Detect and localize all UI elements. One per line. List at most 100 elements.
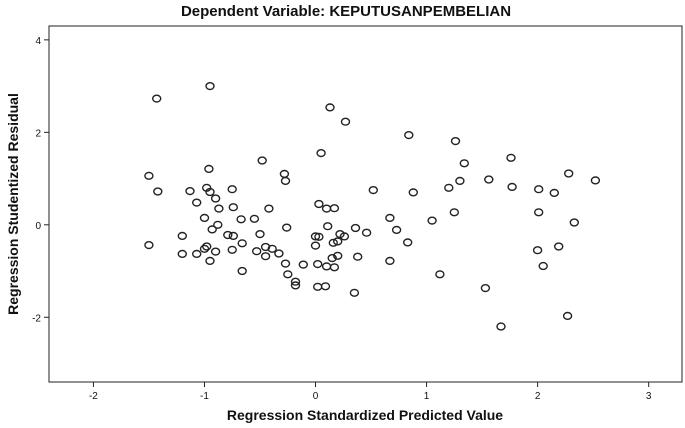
x-axis-label: Regression Standardized Predicted Value bbox=[227, 407, 503, 423]
data-point bbox=[274, 249, 284, 258]
data-point bbox=[283, 270, 293, 279]
data-point bbox=[237, 266, 247, 276]
x-tick-label: 3 bbox=[646, 391, 652, 402]
data-point bbox=[590, 176, 601, 185]
y-tick-label: 0 bbox=[35, 221, 41, 232]
data-point bbox=[213, 220, 223, 229]
data-point bbox=[144, 241, 154, 250]
data-point bbox=[532, 246, 543, 255]
data-point bbox=[385, 213, 395, 223]
data-point bbox=[205, 187, 215, 197]
data-point bbox=[569, 218, 579, 227]
data-point bbox=[480, 284, 491, 293]
data-point bbox=[185, 187, 195, 196]
data-point bbox=[199, 213, 210, 223]
data-point bbox=[177, 249, 188, 259]
data-point bbox=[205, 256, 215, 266]
data-point bbox=[210, 194, 221, 203]
plot-area bbox=[48, 25, 683, 383]
data-point bbox=[223, 230, 233, 240]
data-point bbox=[267, 244, 277, 253]
data-point bbox=[310, 232, 321, 241]
data-point bbox=[191, 198, 202, 207]
data-point bbox=[201, 242, 212, 251]
x-tick-label: 0 bbox=[313, 391, 319, 402]
data-point bbox=[427, 216, 437, 225]
data-point bbox=[562, 311, 573, 321]
data-point bbox=[298, 260, 308, 269]
data-point bbox=[144, 171, 154, 180]
data-point bbox=[449, 208, 459, 217]
data-point bbox=[549, 188, 559, 198]
data-point bbox=[228, 231, 239, 241]
data-point bbox=[310, 241, 321, 250]
y-tick-label: -2 bbox=[32, 313, 41, 324]
data-point bbox=[313, 260, 323, 269]
data-point bbox=[228, 203, 239, 212]
data-point bbox=[153, 187, 163, 196]
data-point bbox=[435, 270, 445, 279]
data-point bbox=[368, 186, 378, 195]
data-point bbox=[534, 208, 544, 217]
axis-ticks: -2 -1 0 1 2 3 4 2 0 -2 bbox=[32, 36, 652, 402]
data-point bbox=[496, 322, 506, 331]
data-point bbox=[538, 261, 548, 271]
data-point bbox=[207, 225, 217, 234]
data-point bbox=[450, 137, 461, 146]
data-point bbox=[323, 222, 333, 231]
data-point bbox=[564, 169, 574, 178]
y-tick-label: 4 bbox=[35, 36, 41, 47]
data-point bbox=[314, 232, 324, 241]
x-tick-label: -2 bbox=[89, 391, 98, 402]
data-point bbox=[327, 254, 337, 263]
data-point bbox=[257, 156, 267, 165]
data-point bbox=[260, 252, 271, 261]
data-point bbox=[255, 230, 265, 239]
data-point bbox=[403, 238, 413, 247]
data-point bbox=[290, 277, 301, 286]
data-point bbox=[339, 232, 350, 241]
data-point bbox=[328, 238, 338, 247]
data-point bbox=[236, 215, 246, 224]
data-point bbox=[404, 131, 414, 140]
data-point bbox=[333, 251, 343, 260]
data-point bbox=[329, 204, 340, 213]
data-point bbox=[507, 182, 517, 192]
data-point bbox=[177, 231, 188, 241]
data-point bbox=[204, 164, 214, 174]
data-point bbox=[264, 204, 274, 213]
data-point bbox=[280, 176, 291, 186]
data-point bbox=[314, 199, 324, 209]
data-point bbox=[408, 188, 418, 197]
data-point bbox=[353, 252, 363, 261]
data-point bbox=[385, 256, 395, 266]
x-tick-label: 2 bbox=[535, 391, 541, 402]
data-point bbox=[534, 185, 544, 194]
data-point bbox=[282, 223, 292, 232]
data-point bbox=[205, 81, 215, 91]
data-point bbox=[484, 175, 494, 184]
x-tick-label: 1 bbox=[424, 391, 430, 402]
data-point bbox=[444, 183, 454, 192]
data-point bbox=[214, 204, 224, 213]
data-point bbox=[252, 247, 262, 256]
data-point bbox=[350, 223, 361, 233]
data-point bbox=[455, 176, 465, 186]
data-point bbox=[325, 103, 335, 112]
data-point bbox=[320, 282, 331, 291]
data-point bbox=[361, 228, 372, 237]
data-point bbox=[391, 225, 402, 235]
data-point bbox=[227, 245, 237, 254]
y-tick-label: 2 bbox=[35, 128, 41, 139]
data-point bbox=[333, 237, 343, 246]
data-point bbox=[237, 239, 247, 248]
data-point bbox=[554, 242, 564, 251]
y-axis-label: Regression Studentized Residual bbox=[5, 93, 21, 315]
data-point bbox=[329, 263, 340, 272]
data-points bbox=[144, 81, 601, 331]
x-tick-label: -1 bbox=[200, 391, 209, 402]
data-point bbox=[151, 94, 162, 103]
chart-title: Dependent Variable: KEPUTUSANPEMBELIAN bbox=[181, 3, 511, 20]
data-point bbox=[227, 185, 237, 194]
data-point bbox=[210, 247, 221, 256]
